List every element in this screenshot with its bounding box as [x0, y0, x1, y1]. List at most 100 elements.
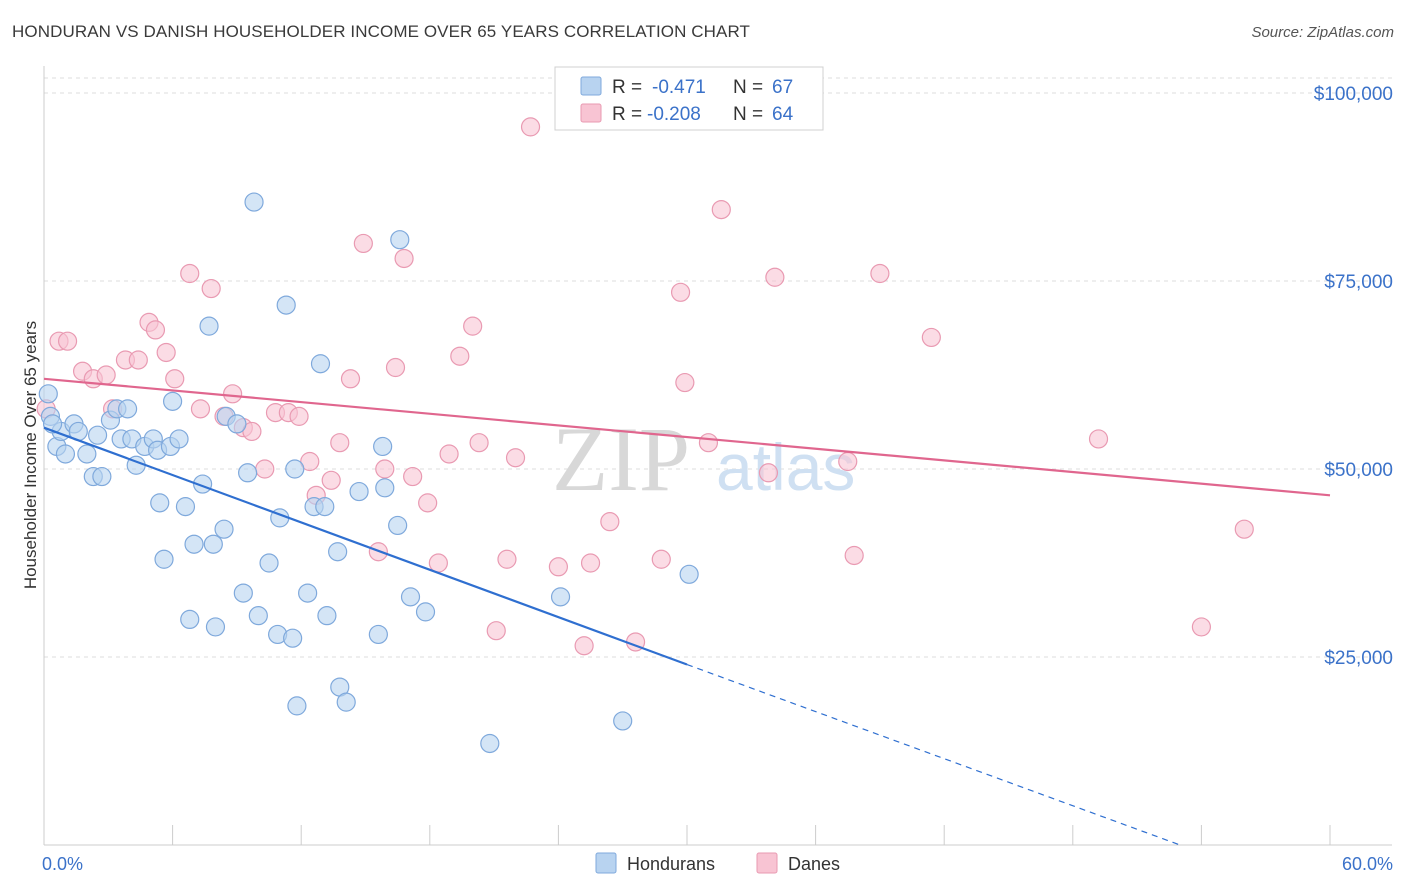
danish-point [1088, 429, 1109, 449]
honduran-point [163, 391, 183, 411]
hondurans-trendline [43, 426, 688, 666]
danish-point [574, 636, 594, 656]
honduran-point [368, 624, 388, 645]
honduran-point [415, 602, 436, 622]
danish-point [165, 369, 185, 389]
danish-point [580, 553, 601, 573]
danish-point [428, 553, 448, 573]
honduran-point [349, 481, 369, 502]
hondurans-n-label: N = [733, 77, 763, 98]
honduran-point [169, 429, 189, 449]
danes-r-label: R = [612, 104, 642, 125]
axes [43, 66, 1392, 846]
honduran-point [199, 316, 219, 336]
danish-point [463, 316, 483, 336]
danish-point [838, 451, 858, 472]
honduran-point [184, 534, 204, 554]
danish-point [190, 399, 211, 419]
honduran-point [283, 628, 303, 648]
honduran-point [205, 617, 226, 637]
danish-point [418, 493, 438, 513]
y-tick-label: $75,000 [1324, 272, 1393, 293]
danish-point [340, 369, 361, 389]
danish-point [439, 444, 459, 464]
danish-point [223, 384, 243, 404]
honduran-point [244, 192, 264, 212]
x-tick-labels: 0.0% 60.0% [42, 854, 1393, 874]
watermark: ZIP atlas [552, 408, 855, 510]
honduran-point [238, 463, 258, 483]
honduran-point [679, 564, 699, 584]
hondurans-n-value: 67 [772, 77, 793, 98]
danish-point [1191, 617, 1212, 637]
y-axis-label: Householder Income Over 65 years [21, 321, 40, 589]
honduran-point [227, 414, 247, 434]
x-tick-label-min: 0.0% [42, 854, 83, 874]
honduran-point [117, 399, 138, 419]
honduran-point [248, 606, 268, 626]
honduran-point [287, 696, 307, 716]
honduran-point [285, 459, 305, 479]
honduran-point [375, 478, 395, 498]
danes-trendline [43, 377, 1331, 497]
honduran-point [180, 609, 200, 630]
hondurans-r-label: R = [612, 77, 642, 98]
danish-point [289, 406, 309, 426]
honduran-point [203, 534, 223, 554]
danish-point [403, 466, 423, 487]
honduran-point [315, 497, 335, 517]
danish-point [921, 327, 941, 348]
danish-point [375, 459, 395, 479]
danes-legend-label: Danes [788, 854, 840, 874]
honduran-point [388, 515, 408, 536]
danes-points [36, 117, 1254, 656]
danish-point [469, 433, 489, 453]
danish-point [242, 421, 262, 442]
danish-point [651, 549, 671, 569]
danes-r-value: -0.208 [647, 104, 701, 125]
watermark-zip: ZIP [552, 408, 690, 510]
danish-point [450, 346, 470, 366]
x-tick-label-max: 60.0% [1342, 854, 1393, 874]
honduran-point [87, 425, 108, 445]
danish-point [870, 263, 890, 284]
honduran-point [38, 384, 58, 404]
hondurans-r-value: -0.471 [652, 77, 706, 98]
danish-point [711, 199, 731, 220]
honduran-point [298, 583, 318, 603]
honduran-point [480, 733, 500, 754]
danes-swatch [580, 103, 602, 123]
danish-point [128, 350, 148, 370]
hondurans-legend-swatch [595, 852, 617, 874]
hondurans-swatch [580, 76, 602, 96]
danish-point [353, 233, 373, 254]
honduran-point [336, 692, 356, 712]
y-tick-label: $25,000 [1324, 648, 1393, 669]
y-tick-labels: $25,000 $50,000 $75,000 $100,000 [1314, 84, 1393, 669]
danes-legend-swatch [756, 852, 778, 874]
danish-point [300, 451, 320, 472]
source-credit: Source: ZipAtlas.com [1251, 24, 1394, 41]
danish-point [698, 433, 719, 453]
series-legend: Hondurans Danes [595, 852, 840, 874]
honduran-point [92, 466, 112, 487]
honduran-point [613, 711, 633, 731]
hondurans-points [38, 192, 699, 754]
honduran-point [310, 354, 331, 374]
danish-point [145, 320, 166, 340]
danish-point [330, 433, 350, 453]
danish-point [57, 331, 78, 351]
hondurans-trendline-extension [686, 663, 1181, 846]
danes-n-value: 64 [772, 104, 794, 125]
danish-point [96, 365, 116, 385]
honduran-point [400, 587, 421, 607]
honduran-point [233, 583, 253, 603]
danish-point [670, 282, 691, 302]
honduran-point [373, 436, 393, 457]
danish-point [385, 357, 406, 378]
honduran-point [55, 444, 76, 464]
danish-point [255, 459, 275, 479]
danish-point [675, 372, 695, 393]
danish-point [201, 278, 221, 299]
